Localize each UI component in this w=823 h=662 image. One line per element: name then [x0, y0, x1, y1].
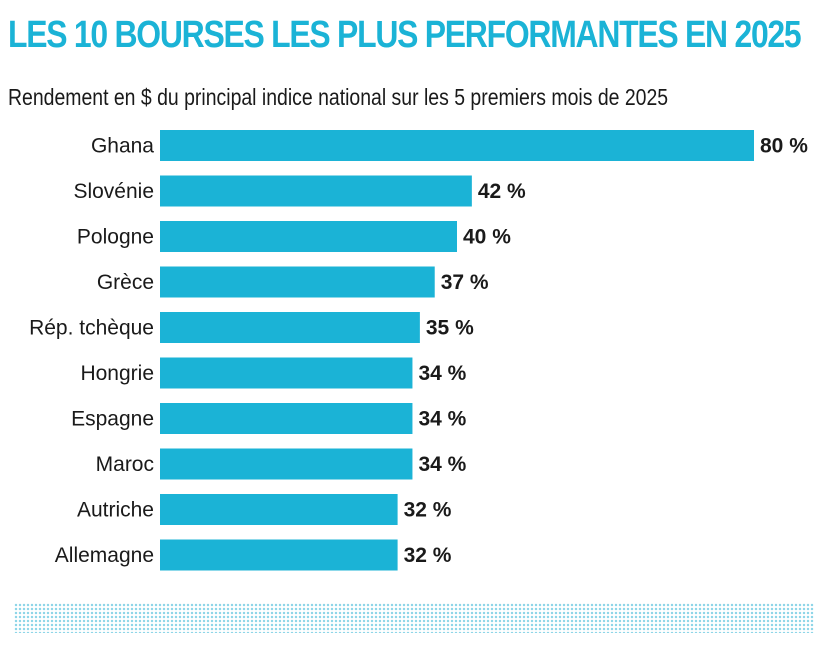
- category-label: Maroc: [96, 453, 154, 476]
- bar: [160, 403, 413, 434]
- bar: [160, 312, 420, 343]
- bar: [160, 221, 457, 252]
- chart-title: LES 10 BOURSES LES PLUS PERFORMANTES EN …: [8, 14, 802, 56]
- value-label: 37 %: [441, 271, 489, 294]
- bar: [160, 357, 413, 389]
- value-label: 34 %: [418, 453, 466, 476]
- value-label: 34 %: [418, 362, 466, 385]
- category-label: Autriche: [77, 499, 154, 522]
- value-label: 80 %: [760, 135, 808, 158]
- category-label: Slovénie: [73, 180, 154, 203]
- bar: [160, 130, 754, 161]
- value-label: 32 %: [404, 544, 452, 567]
- chart-subtitle: Rendement en $ du principal indice natio…: [8, 84, 669, 110]
- category-label: Pologne: [77, 226, 154, 249]
- category-label: Hongrie: [80, 362, 154, 385]
- category-label: Allemagne: [55, 544, 154, 567]
- category-label: Ghana: [91, 135, 154, 158]
- value-label: 35 %: [426, 317, 474, 340]
- decorative-dot-pattern: [14, 603, 814, 633]
- value-label: 32 %: [404, 499, 452, 522]
- value-label: 42 %: [478, 180, 526, 203]
- category-label: Espagne: [71, 408, 154, 431]
- bar: [160, 494, 398, 525]
- value-label: 40 %: [463, 226, 511, 249]
- bar: [160, 448, 413, 480]
- bar: [160, 539, 398, 571]
- bar: [160, 266, 435, 298]
- bar: [160, 175, 472, 207]
- value-label: 34 %: [418, 408, 466, 431]
- category-label: Grèce: [97, 271, 154, 294]
- category-label: Rép. tchèque: [29, 317, 154, 340]
